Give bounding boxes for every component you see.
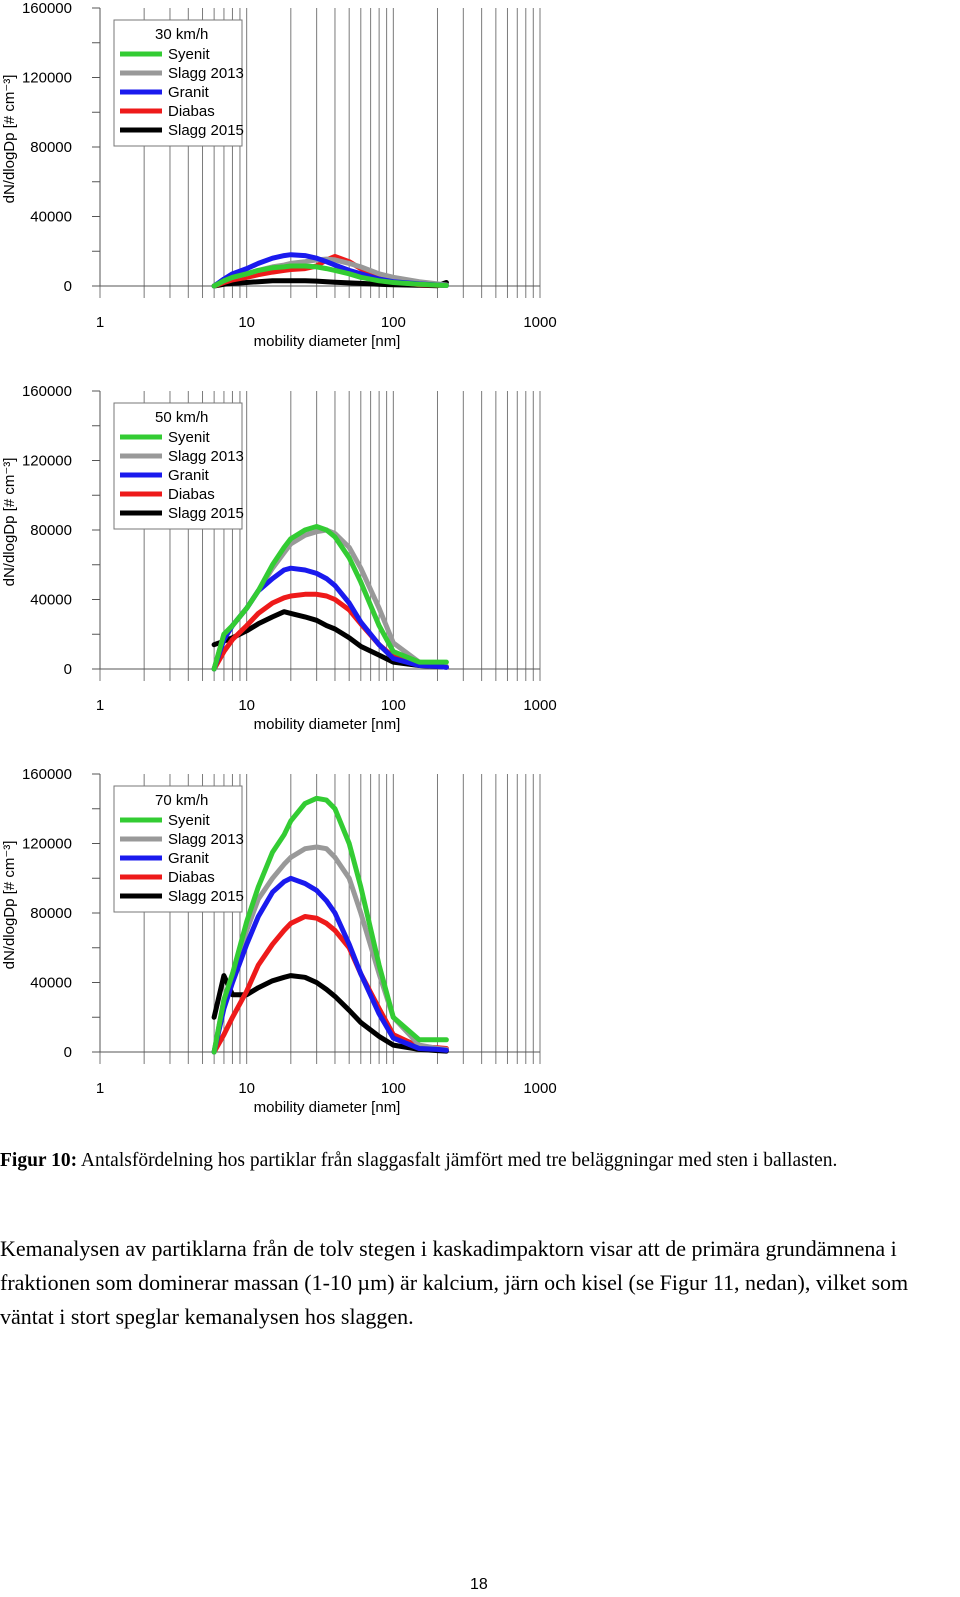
legend-entry: Diabas [168, 869, 215, 886]
legend-entry: Granit [168, 467, 210, 484]
x-axis-label: mobility diameter [nm] [254, 716, 401, 733]
series-line-syenit [211, 524, 449, 672]
legend-entry: Slagg 2015 [168, 505, 244, 522]
series-line-slagg-2013 [211, 844, 449, 1055]
legend-entry: Granit [168, 84, 210, 101]
chart-30kmh-svg: 0 40000 80000 120000 160000 1 10 100 1000 mobilit… [1, 0, 557, 350]
figure-caption-text: Antalsfördelning hos partiklar från slag… [77, 1150, 838, 1171]
y-tick-label: 40000 [30, 592, 72, 609]
y-axis-label: dN/dlogDp [# cm⁻³] [1, 458, 18, 587]
y-tick-label: 0 [64, 1044, 72, 1061]
series-line-slagg-2015 [211, 609, 449, 670]
y-tick-label: 160000 [22, 766, 72, 783]
legend-title: 30 km/h [155, 26, 208, 43]
x-tick-label: 1000 [523, 697, 556, 714]
legend-box [113, 402, 243, 530]
body-paragraph: Kemanalysen av partiklarna från de tolv … [0, 1236, 909, 1329]
x-tick-label: 1 [96, 1080, 104, 1097]
legend-entry: Diabas [168, 103, 215, 120]
y-tick-label: 0 [64, 278, 72, 295]
figure-caption-label: Figur 10: [0, 1150, 78, 1171]
x-axis-label: mobility diameter [nm] [254, 1099, 401, 1116]
legend-entry: Granit [168, 850, 210, 867]
y-tick-label: 40000 [30, 975, 72, 992]
y-axis-label: dN/dlogDp [# cm⁻³] [1, 75, 18, 204]
y-tick-label: 160000 [22, 0, 72, 17]
legend-box [113, 785, 243, 913]
legend-entry: Slagg 2015 [168, 888, 244, 905]
series-line-syenit [211, 795, 449, 1055]
legend-entry: Syenit [168, 812, 211, 829]
y-tick-label: 80000 [30, 905, 72, 922]
series-line-syenit [211, 263, 449, 289]
y-tick-label: 40000 [30, 209, 72, 226]
chart-30kmh: 0 40000 80000 120000 160000 1 10 100 1000 mobilit… [0, 0, 960, 375]
chart-70kmh-svg: 0 40000 80000 120000 160000 1 10 100 1000 mobilit… [1, 766, 557, 1116]
x-tick-label: 10 [238, 314, 255, 331]
chart-50kmh: 0 40000 80000 120000 160000 1 10 100 1000 mobilit… [0, 383, 960, 758]
y-tick-label: 120000 [22, 70, 72, 87]
figure-caption: Figur 10: Antalsfördelning hos partiklar… [0, 1148, 955, 1174]
series-line-granit [211, 875, 449, 1055]
y-tick-label: 160000 [22, 383, 72, 400]
x-tick-label: 1000 [523, 1080, 556, 1097]
x-tick-label: 10 [238, 697, 255, 714]
y-tick-label: 120000 [22, 836, 72, 853]
x-tick-label: 100 [381, 314, 406, 331]
legend-title: 50 km/h [155, 409, 208, 426]
page-number: 18 [470, 1576, 488, 1593]
x-axis-label: mobility diameter [nm] [254, 333, 401, 350]
x-tick-label: 1 [96, 697, 104, 714]
y-tick-label: 80000 [30, 139, 72, 156]
y-tick-label: 0 [64, 661, 72, 678]
x-tick-label: 100 [381, 697, 406, 714]
legend-box [113, 19, 243, 147]
y-tick-label: 120000 [22, 453, 72, 470]
legend-entry: Diabas [168, 486, 215, 503]
legend-entry: Slagg 2013 [168, 448, 244, 465]
legend-entry: Syenit [168, 429, 211, 446]
legend-entry: Slagg 2013 [168, 831, 244, 848]
legend-entry: Syenit [168, 46, 211, 63]
chart-50kmh-svg: 0 40000 80000 120000 160000 1 10 100 1000 mobilit… [1, 383, 557, 733]
y-axis-label: dN/dlogDp [# cm⁻³] [1, 841, 18, 970]
legend-entry: Slagg 2015 [168, 122, 244, 139]
x-tick-label: 1 [96, 314, 104, 331]
x-tick-label: 100 [381, 1080, 406, 1097]
chart-70kmh: 0 40000 80000 120000 160000 1 10 100 1000 mobilit… [0, 766, 960, 1141]
legend-title: 70 km/h [155, 792, 208, 809]
x-tick-label: 10 [238, 1080, 255, 1097]
x-tick-label: 1000 [523, 314, 556, 331]
y-tick-label: 80000 [30, 522, 72, 539]
legend-entry: Slagg 2013 [168, 65, 244, 82]
